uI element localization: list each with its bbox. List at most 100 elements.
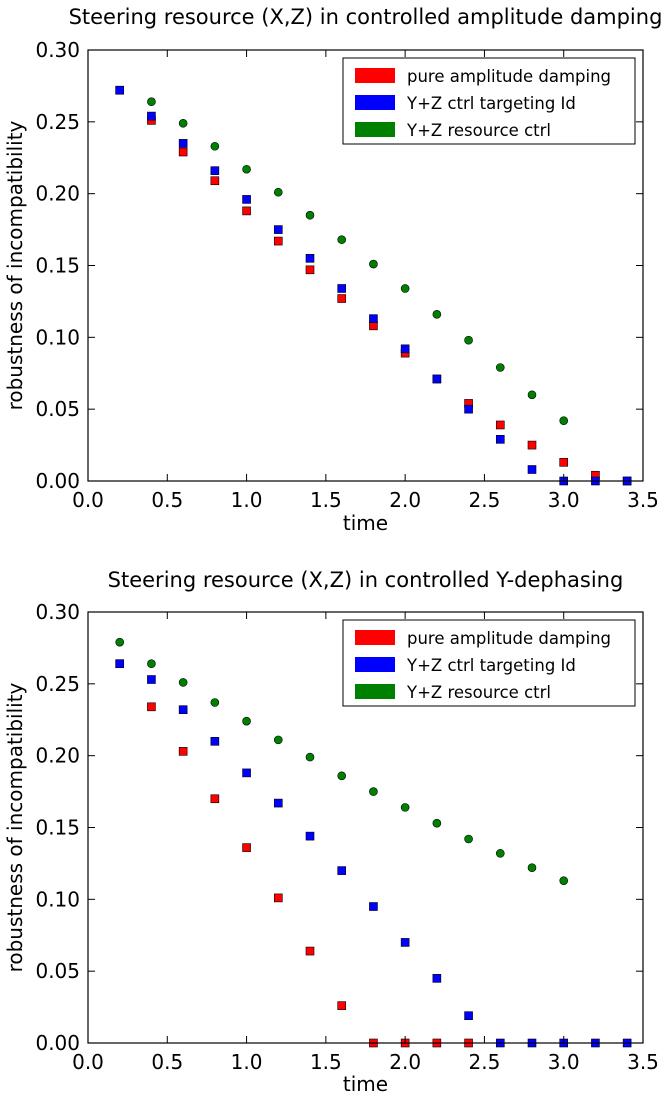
legend-entry-label: Y+Z resource ctrl: [406, 683, 551, 702]
data-point: [465, 336, 473, 344]
y-tick-label: 0.00: [35, 469, 80, 493]
x-tick-label: 1.0: [231, 488, 263, 512]
legend-swatch: [355, 122, 395, 137]
x-axis-label: time: [343, 511, 388, 535]
data-point: [211, 699, 219, 707]
data-point: [243, 844, 251, 852]
y-tick-label: 0.30: [35, 600, 80, 624]
legend-swatch: [355, 684, 395, 699]
data-point: [179, 678, 187, 686]
data-point: [369, 788, 377, 796]
x-tick-label: 3.0: [548, 488, 580, 512]
data-point: [306, 254, 314, 262]
data-point: [179, 747, 187, 755]
data-point: [211, 167, 219, 175]
data-point: [338, 867, 346, 875]
data-point: [274, 894, 282, 902]
data-point: [243, 165, 251, 173]
data-point: [369, 315, 377, 323]
data-point: [528, 391, 536, 399]
legend-entry-label: pure amplitude damping: [407, 629, 611, 648]
legend-swatch: [355, 630, 395, 645]
legend-entry-label: pure amplitude damping: [407, 67, 611, 86]
data-point: [116, 86, 124, 94]
data-point: [496, 849, 504, 857]
x-tick-label: 2.0: [389, 1050, 421, 1074]
y-tick-label: 0.10: [35, 887, 80, 911]
data-point: [211, 795, 219, 803]
chart-title: Steering resource (X,Z) in controlled am…: [69, 5, 663, 29]
x-tick-label: 3.5: [627, 488, 659, 512]
data-point: [528, 466, 536, 474]
y-tick-label: 0.10: [35, 325, 80, 349]
data-point: [274, 736, 282, 744]
data-point: [306, 832, 314, 840]
data-point: [338, 295, 346, 303]
chart-title: Steering resource (X,Z) in controlled Y-…: [108, 568, 624, 592]
legend-entry-label: Y+Z resource ctrl: [406, 121, 551, 140]
data-point: [211, 177, 219, 185]
x-tick-label: 1.0: [231, 1050, 263, 1074]
data-point: [306, 753, 314, 761]
data-point: [147, 676, 155, 684]
data-point: [243, 195, 251, 203]
chart-2: Steering resource (X,Z) in controlled Y-…: [3, 568, 659, 1096]
y-tick-label: 0.00: [35, 1031, 80, 1055]
data-point: [433, 375, 441, 383]
data-point: [401, 284, 409, 292]
data-point: [338, 1002, 346, 1010]
data-point: [338, 772, 346, 780]
y-axis-label: robustness of incompatibility: [3, 120, 27, 410]
x-tick-label: 1.5: [310, 1050, 342, 1074]
data-point: [528, 864, 536, 872]
y-tick-label: 0.15: [35, 254, 80, 278]
data-point: [274, 226, 282, 234]
data-point: [179, 148, 187, 156]
data-point: [401, 345, 409, 353]
data-point: [306, 211, 314, 219]
y-tick-label: 0.20: [35, 744, 80, 768]
data-point: [369, 903, 377, 911]
data-point: [243, 207, 251, 215]
data-point: [401, 803, 409, 811]
data-point: [306, 266, 314, 274]
data-point: [465, 405, 473, 413]
data-point: [433, 819, 441, 827]
legend: pure amplitude damping Y+Z ctrl targeting…: [343, 620, 635, 706]
data-point: [179, 139, 187, 147]
data-point: [496, 435, 504, 443]
data-point: [306, 947, 314, 955]
x-tick-label: 0.5: [151, 1050, 183, 1074]
data-point: [560, 458, 568, 466]
data-point: [401, 938, 409, 946]
data-point: [147, 112, 155, 120]
data-point: [338, 284, 346, 292]
y-tick-label: 0.05: [35, 397, 80, 421]
data-point: [528, 441, 536, 449]
y-tick-label: 0.25: [35, 672, 80, 696]
x-tick-label: 1.5: [310, 488, 342, 512]
data-point: [465, 835, 473, 843]
legend-swatch: [355, 95, 395, 110]
chart-1: Steering resource (X,Z) in controlled am…: [3, 5, 662, 535]
data-point: [243, 717, 251, 725]
data-point: [147, 660, 155, 668]
data-point: [369, 322, 377, 330]
y-tick-label: 0.15: [35, 816, 80, 840]
data-point: [116, 638, 124, 646]
data-point: [147, 703, 155, 711]
data-point: [496, 421, 504, 429]
data-point: [243, 769, 251, 777]
data-point: [433, 310, 441, 318]
data-point: [211, 142, 219, 150]
y-tick-label: 0.25: [35, 110, 80, 134]
y-tick-label: 0.30: [35, 38, 80, 62]
data-point: [560, 417, 568, 425]
y-axis-label: robustness of incompatibility: [3, 682, 27, 972]
legend-entry-label: Y+Z ctrl targeting Id: [406, 94, 576, 113]
legend-entry-label: Y+Z ctrl targeting Id: [406, 656, 576, 675]
data-point: [147, 98, 155, 106]
legend-swatch: [355, 657, 395, 672]
data-point: [274, 188, 282, 196]
data-point: [465, 1012, 473, 1020]
